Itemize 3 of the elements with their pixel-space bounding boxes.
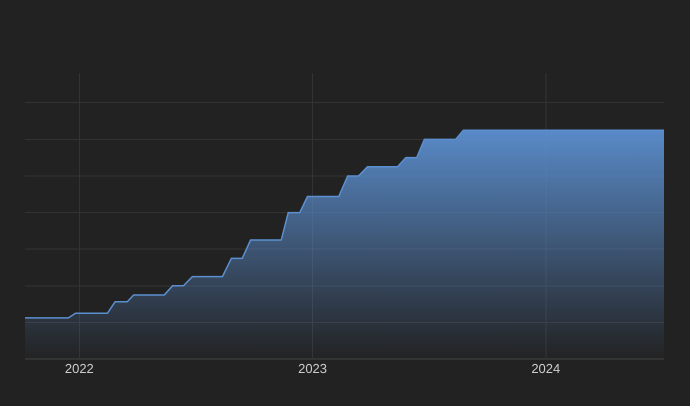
x-tick-label: 2024: [531, 361, 560, 376]
x-tick-label: 2023: [298, 361, 328, 376]
x-tick-label: 2022: [64, 361, 94, 376]
